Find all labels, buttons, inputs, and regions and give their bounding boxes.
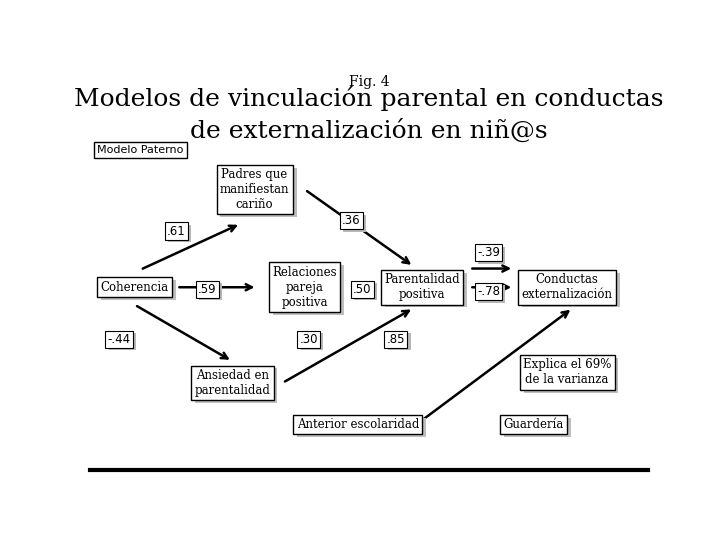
Text: Modelos de vinculación parental en conductas: Modelos de vinculación parental en condu… bbox=[74, 85, 664, 111]
Text: Guardería: Guardería bbox=[508, 421, 567, 434]
Text: Parentalidad
positiva: Parentalidad positiva bbox=[384, 273, 460, 301]
Text: Relaciones
pareja
positiva: Relaciones pareja positiva bbox=[272, 266, 337, 309]
Text: -.78: -.78 bbox=[477, 285, 500, 298]
Text: -.44: -.44 bbox=[107, 333, 130, 346]
Text: Guardería: Guardería bbox=[503, 418, 564, 431]
Text: .50: .50 bbox=[356, 285, 375, 298]
Text: Padres que
manifiestan
cariño: Padres que manifiestan cariño bbox=[220, 168, 289, 211]
Text: Anterior escolaridad: Anterior escolaridad bbox=[297, 418, 419, 431]
Text: .36: .36 bbox=[342, 214, 361, 227]
Text: de externalización en niñ@s: de externalización en niñ@s bbox=[190, 119, 548, 143]
Text: -.39: -.39 bbox=[477, 246, 500, 259]
Text: Coherencia: Coherencia bbox=[104, 284, 173, 296]
Text: Modelo Paterno: Modelo Paterno bbox=[97, 145, 184, 155]
Text: .61: .61 bbox=[171, 227, 189, 240]
Text: -.39: -.39 bbox=[480, 249, 503, 262]
Text: Parentalidad
positiva: Parentalidad positiva bbox=[388, 276, 464, 304]
Text: Ansiedad en
parentalidad: Ansiedad en parentalidad bbox=[198, 372, 274, 400]
Text: .36: .36 bbox=[345, 217, 364, 230]
Text: Explica el 69%
de la varianza: Explica el 69% de la varianza bbox=[523, 359, 611, 387]
Text: .30: .30 bbox=[303, 335, 321, 348]
Text: .85: .85 bbox=[390, 335, 408, 348]
Text: Ansiedad en
parentalidad: Ansiedad en parentalidad bbox=[194, 369, 270, 397]
Text: Conductas
externalización: Conductas externalización bbox=[521, 273, 613, 301]
Text: .30: .30 bbox=[300, 333, 318, 346]
Text: -.44: -.44 bbox=[111, 335, 134, 348]
Text: -.78: -.78 bbox=[480, 287, 503, 300]
Text: .85: .85 bbox=[387, 333, 405, 346]
Text: Padres que
manifiestan
cariño: Padres que manifiestan cariño bbox=[224, 171, 293, 214]
Text: Anterior escolaridad: Anterior escolaridad bbox=[300, 421, 423, 434]
Text: Fig. 4: Fig. 4 bbox=[348, 75, 390, 89]
Text: .50: .50 bbox=[353, 283, 372, 296]
Text: .59: .59 bbox=[201, 285, 220, 298]
Text: .59: .59 bbox=[198, 283, 217, 296]
Text: Relaciones
pareja
positiva: Relaciones pareja positiva bbox=[276, 269, 341, 312]
Text: Explica el 69%
de la varianza: Explica el 69% de la varianza bbox=[527, 361, 615, 389]
Text: Conductas
externalización: Conductas externalización bbox=[526, 276, 616, 304]
Text: .61: .61 bbox=[167, 225, 186, 238]
Text: Coherencia: Coherencia bbox=[101, 281, 168, 294]
